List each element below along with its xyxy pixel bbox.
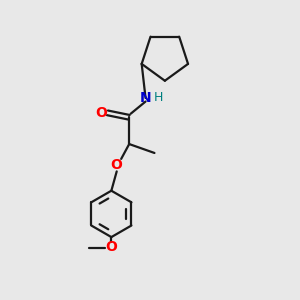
Text: N: N xyxy=(140,91,152,105)
Text: O: O xyxy=(95,106,107,120)
Text: O: O xyxy=(110,158,122,172)
Text: H: H xyxy=(154,92,164,104)
Text: O: O xyxy=(105,241,117,254)
